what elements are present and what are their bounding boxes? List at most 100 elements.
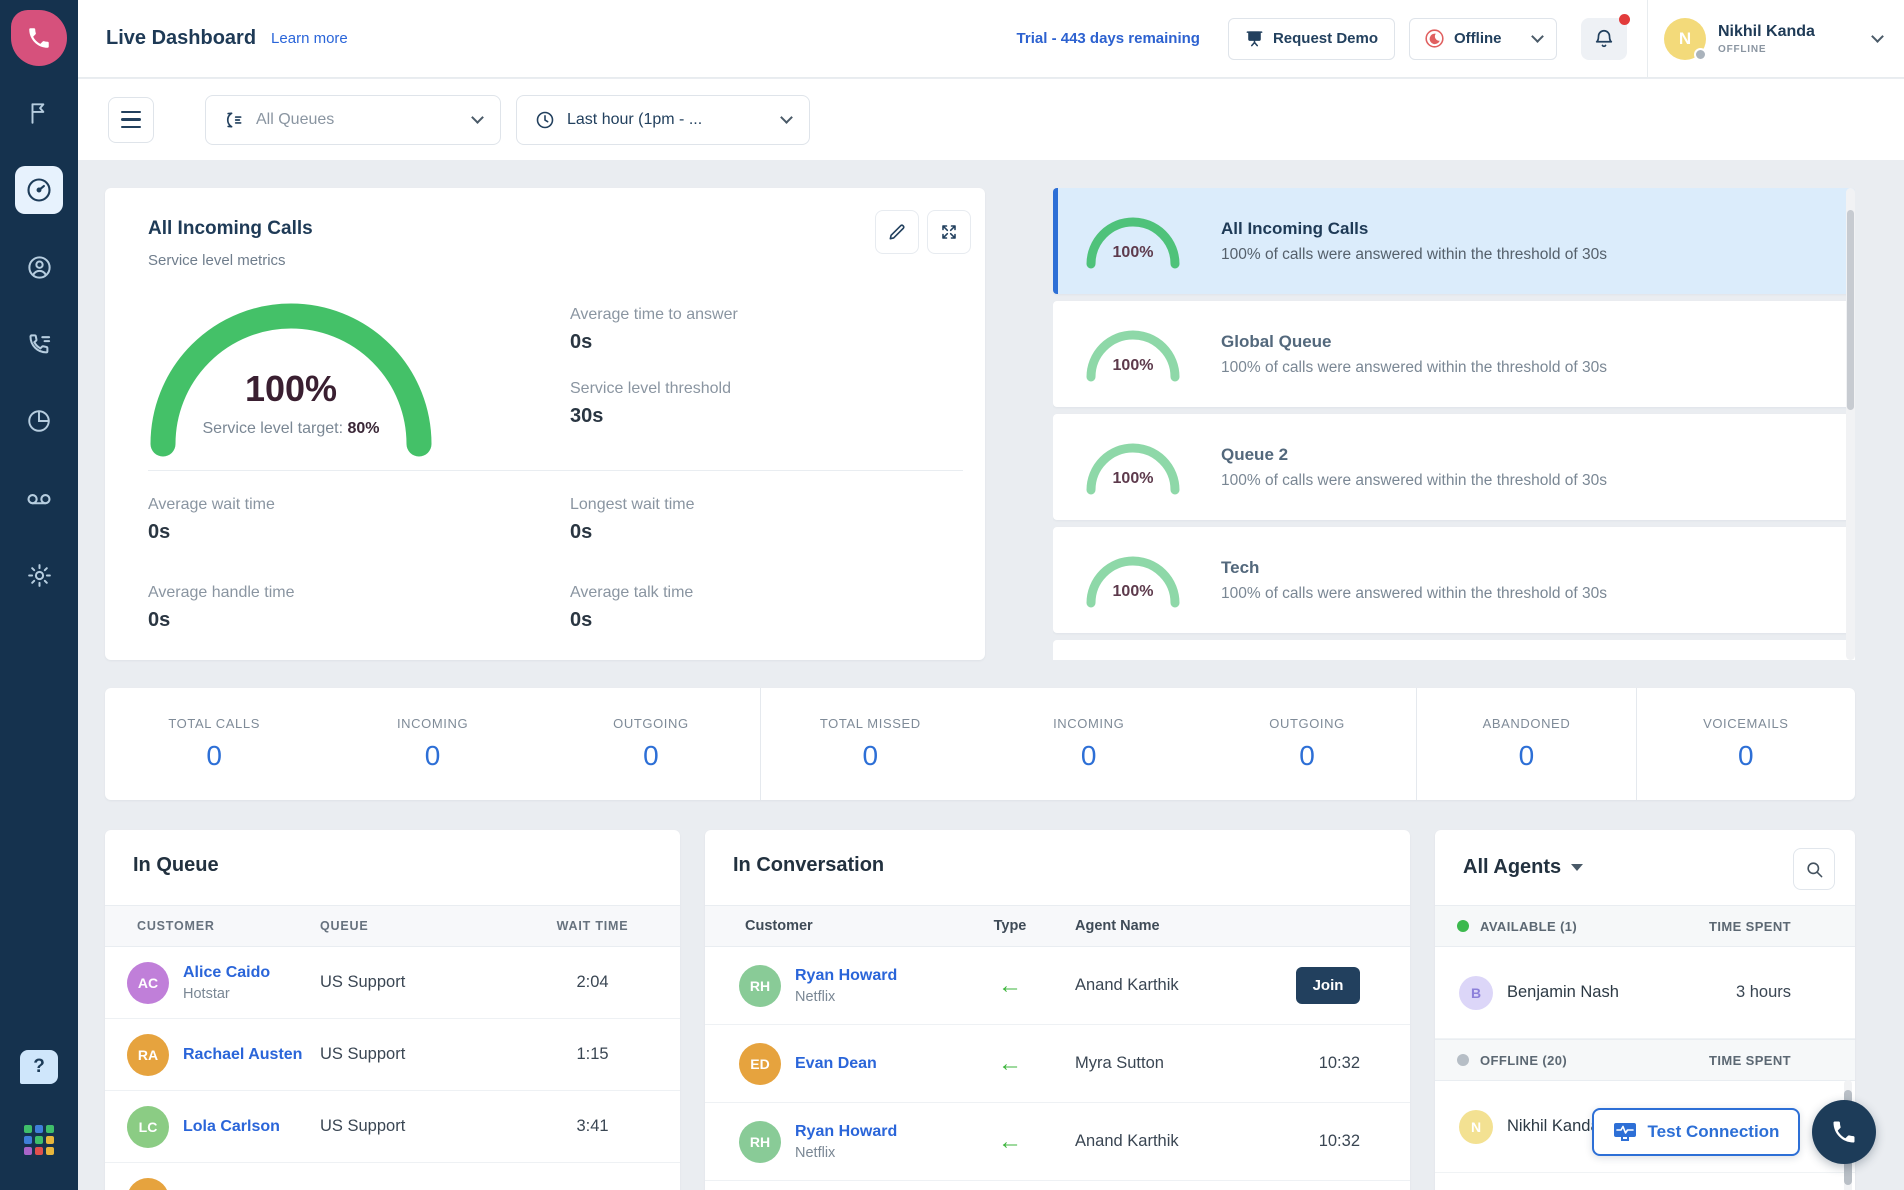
- queue-list-item[interactable]: 100% Global Queue 100% of calls were ans…: [1053, 301, 1855, 407]
- queue-gauge: 100%: [1081, 325, 1185, 383]
- agent-search-button[interactable]: [1793, 848, 1835, 890]
- incoming-call-icon: ←: [945, 1050, 1075, 1078]
- agent-status-dropdown[interactable]: Offline: [1409, 18, 1557, 60]
- queue-list-item-partial: [1053, 640, 1855, 660]
- customer-link[interactable]: Alice Caido: [183, 964, 270, 982]
- sidebar-item-reports[interactable]: [15, 401, 63, 441]
- learn-more-link[interactable]: Learn more: [271, 30, 348, 47]
- avatar: B: [1459, 976, 1493, 1010]
- sidebar-item-contacts[interactable]: [15, 247, 63, 287]
- voicemail-icon: [25, 484, 53, 512]
- stat-missed-outgoing: OUTGOING0: [1198, 688, 1417, 800]
- metric-longest-wait-time: Longest wait time 0s: [570, 496, 970, 544]
- pencil-icon: [887, 222, 907, 242]
- queue-list-item[interactable]: 100% Tech 100% of calls were answered wi…: [1053, 527, 1855, 633]
- agents-section-offline: OFFLINE (20) TIME SPENT: [1435, 1039, 1855, 1081]
- agent-row[interactable]: [1435, 1173, 1855, 1190]
- test-connection-button[interactable]: Test Connection: [1592, 1108, 1800, 1156]
- queue-gauge: 100%: [1081, 212, 1185, 270]
- in-queue-card: In Queue CUSTOMER QUEUE WAIT TIME AC Ali…: [105, 830, 680, 1190]
- table-row[interactable]: NN Nellie Norris US Support 1:43: [105, 1163, 680, 1190]
- fullscreen-icon: [939, 222, 959, 242]
- dashboard-menu-button[interactable]: [108, 97, 154, 143]
- queue-description: 100% of calls were answered within the t…: [1221, 246, 1607, 264]
- edit-widget-button[interactable]: [875, 210, 919, 254]
- stat-incoming: INCOMING0: [323, 688, 541, 800]
- avatar: RA: [127, 1034, 169, 1076]
- user-menu[interactable]: N Nikhil Kanda OFFLINE: [1664, 18, 1882, 60]
- offline-dot: [1457, 1054, 1469, 1066]
- metric-avg-time-to-answer: Average time to answer 0s: [570, 306, 738, 354]
- notifications-button[interactable]: [1581, 18, 1627, 60]
- service-level-target: Service level target: 80%: [121, 420, 461, 438]
- agents-filter-dropdown[interactable]: All Agents: [1463, 856, 1583, 879]
- customer-link[interactable]: Ryan Howard: [795, 1123, 897, 1141]
- call-queue-icon: [224, 110, 244, 130]
- agent-time-spent: 3 hours: [1736, 983, 1791, 1002]
- user-name: Nikhil Kanda: [1718, 22, 1815, 41]
- customer-link[interactable]: Ryan Howard: [795, 967, 897, 985]
- chevron-down-icon: [780, 111, 793, 124]
- table-row[interactable]: RH Ryan HowardNetflix ← Anand Karthik Jo…: [705, 947, 1410, 1025]
- help-question-mark: ?: [33, 1056, 45, 1078]
- sidebar-item-onboarding[interactable]: [15, 93, 63, 133]
- queue-list-item[interactable]: 100% All Incoming Calls 100% of calls we…: [1053, 188, 1855, 294]
- in-conversation-card: In Conversation Customer Type Agent Name…: [705, 830, 1410, 1190]
- customer-link[interactable]: Evan Dean: [795, 1055, 877, 1073]
- table-row[interactable]: LC Lola Carlson US Support 3:41: [105, 1091, 680, 1163]
- available-dot: [1457, 920, 1469, 932]
- app-logo[interactable]: [11, 10, 67, 66]
- avatar: RH: [739, 965, 781, 1007]
- presentation-icon: [1245, 29, 1264, 48]
- gauge-value: 100%: [141, 368, 441, 410]
- in-queue-title: In Queue: [133, 854, 219, 877]
- sidebar-item-settings[interactable]: [15, 555, 63, 595]
- time-range-dropdown[interactable]: Last hour (1pm - ...: [516, 95, 810, 145]
- dashboard-content: All Incoming Calls Service level metrics…: [78, 160, 1904, 1190]
- metric-avg-wait-time: Average wait time 0s: [148, 496, 570, 544]
- connection-test-icon: [1613, 1122, 1637, 1142]
- in-queue-header: CUSTOMER QUEUE WAIT TIME: [105, 905, 680, 947]
- join-call-button[interactable]: Join: [1296, 967, 1360, 1004]
- sidebar-item-call-metrics[interactable]: [15, 324, 63, 364]
- agent-row[interactable]: B Benjamin Nash 3 hours: [1435, 947, 1855, 1039]
- trial-banner[interactable]: Trial - 443 days remaining: [1017, 30, 1200, 47]
- topbar: Live Dashboard Learn more Trial - 443 da…: [78, 0, 1904, 78]
- sidebar-item-voicemail[interactable]: [15, 478, 63, 518]
- help-button[interactable]: ?: [20, 1050, 58, 1084]
- queue-name: All Incoming Calls: [1221, 219, 1607, 239]
- queues-filter-dropdown[interactable]: All Queues: [205, 95, 501, 145]
- card-divider: [148, 470, 963, 471]
- bell-icon: [1593, 28, 1615, 50]
- expand-widget-button[interactable]: [927, 210, 971, 254]
- live-dashboard-page: ? Live Dashboard Learn more Trial - 443 …: [0, 0, 1904, 1190]
- call-stats-card: TOTAL CALLS0 INCOMING0 OUTGOING0 TOTAL M…: [105, 688, 1855, 800]
- queue-description: 100% of calls were answered within the t…: [1221, 585, 1607, 603]
- table-row[interactable]: AC Alice CaidoHotstar US Support 2:04: [105, 947, 680, 1019]
- table-row[interactable]: ED Evan Dean ← Myra Sutton 10:32: [705, 1025, 1410, 1103]
- queue-list-scrollbar[interactable]: [1846, 188, 1855, 660]
- queue-gauge: 100%: [1081, 551, 1185, 609]
- agent-name: Benjamin Nash: [1507, 983, 1619, 1002]
- avatar: NN: [127, 1178, 169, 1190]
- table-row[interactable]: RH Ryan HowardNetflix ← Anand Karthik 10…: [705, 1103, 1410, 1181]
- dialer-fab[interactable]: [1812, 1100, 1876, 1164]
- queue-description: 100% of calls were answered within the t…: [1221, 359, 1607, 377]
- agents-title: All Agents: [1463, 856, 1561, 879]
- customer-link[interactable]: Rachael Austen: [183, 1046, 302, 1064]
- app-switcher-icon[interactable]: [24, 1125, 56, 1155]
- request-demo-button[interactable]: Request Demo: [1228, 18, 1395, 60]
- stat-total-calls: TOTAL CALLS0: [105, 688, 323, 800]
- avatar: ED: [739, 1043, 781, 1085]
- notification-badge: [1619, 14, 1630, 25]
- sidebar-nav: [0, 93, 78, 632]
- topbar-divider: [1647, 0, 1648, 78]
- sidebar-item-dashboard[interactable]: [15, 166, 63, 214]
- flag-icon: [26, 100, 52, 126]
- queue-gauge: 100%: [1081, 438, 1185, 496]
- customer-link[interactable]: Lola Carlson: [183, 1118, 280, 1136]
- queue-name: Tech: [1221, 558, 1607, 578]
- table-row[interactable]: [705, 1181, 1410, 1190]
- table-row[interactable]: RA Rachael Austen US Support 1:15: [105, 1019, 680, 1091]
- queue-list-item[interactable]: 100% Queue 2 100% of calls were answered…: [1053, 414, 1855, 520]
